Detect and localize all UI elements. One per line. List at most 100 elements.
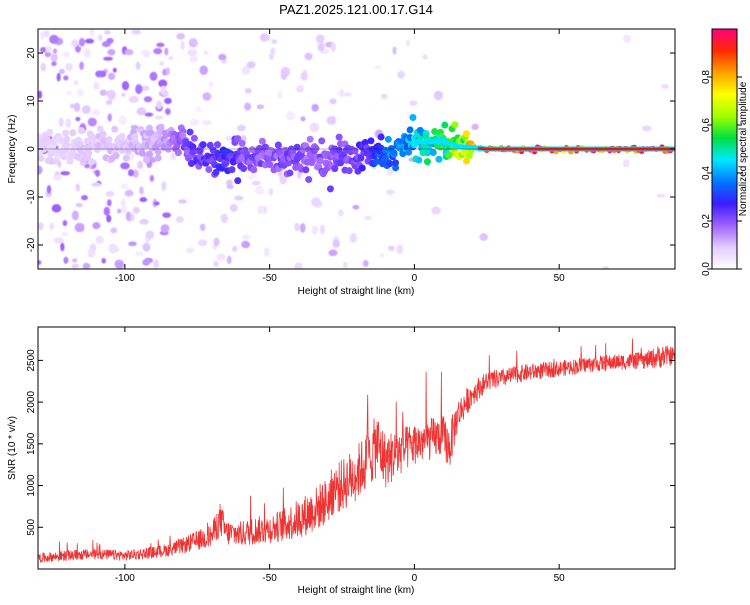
spectrogram-cell [76, 88, 85, 97]
spectrogram-cell [74, 222, 85, 233]
spectrogram-cell [132, 206, 140, 214]
spectrogram-cell [52, 48, 58, 54]
x-tick-label: -100 [115, 273, 135, 284]
spectrogram-cell [213, 237, 220, 247]
spectrogram-cell [339, 88, 345, 98]
y-tick-label: 500 [26, 518, 37, 535]
x-tick-label: -50 [262, 573, 277, 584]
spectrogram-cell [49, 34, 59, 44]
spectrogram-cell [122, 154, 130, 162]
spectrogram-cell [199, 65, 208, 76]
spectrogram-cell [121, 204, 127, 214]
spectrogram-cell [131, 29, 142, 35]
spectrogram-cell [103, 30, 111, 35]
spectrogram-cell [258, 137, 266, 145]
spectrogram-cell [195, 106, 202, 112]
spectrogram-cell [392, 164, 400, 172]
spectrogram-cell [264, 34, 271, 41]
spectrogram-cell [254, 185, 265, 195]
spectrogram-cell [103, 206, 110, 216]
spectrogram-cell [75, 183, 81, 192]
spectrogram-cell [234, 195, 244, 201]
spectrogram-cell [602, 266, 610, 269]
spectrogram-cell [386, 167, 394, 176]
spectrogram-cell [162, 212, 172, 218]
spectrogram-cell [81, 195, 88, 201]
spectrogram-cell [170, 152, 177, 161]
spectrogram-cell [144, 112, 154, 117]
spectrogram-cell [78, 37, 86, 47]
spectrogram-cell [465, 151, 473, 159]
snr-panel: -100 -50 0 50 500 1000 1500 2000 2500 Height of… [7, 326, 676, 596]
spectrogram-cell [88, 158, 96, 166]
spectrogram-cell [246, 61, 256, 69]
spectrogram-cell [62, 220, 68, 227]
x-tick-label: -50 [262, 273, 277, 284]
spectrogram-cell [112, 152, 120, 160]
spectrogram-cell [623, 34, 632, 44]
figure-title: PAZ1.2025.121.00.17.G14 [279, 2, 433, 17]
spectrogram-cell [38, 154, 45, 162]
spectrogram-cell [358, 164, 366, 172]
spectrogram-x-axis-label: Height of straight line (km) [298, 286, 415, 297]
spectrogram-cell [405, 148, 413, 156]
spectrogram-cell [120, 183, 129, 190]
spectrogram-cell [190, 134, 198, 142]
spectrogram-cell [312, 144, 320, 152]
spectrogram-cell [256, 104, 265, 110]
spectrogram-cell [105, 190, 115, 198]
spectrogram-cell [222, 159, 230, 167]
spectrogram-cell [316, 156, 324, 164]
spectrogram-cell [125, 211, 131, 222]
spectrogram-cell [306, 135, 314, 143]
spectrogram-cell [302, 166, 310, 174]
spectrogram-cell [149, 174, 155, 182]
spectrogram-cell [311, 103, 319, 112]
spectrogram-cell [145, 150, 153, 158]
spectrogram-cell [203, 50, 209, 55]
spectrogram-cell [189, 118, 200, 127]
spectrogram-cell [62, 51, 71, 58]
spectrogram-cell [87, 117, 97, 127]
spectrogram-cell [87, 247, 96, 258]
spectrogram-cell [188, 38, 198, 48]
spectrogram-cell [431, 206, 441, 215]
spectrogram-cell [91, 109, 101, 116]
y-tick-label: -10 [26, 189, 37, 204]
spectrogram-cell [175, 216, 184, 223]
spectrogram-cell [110, 227, 118, 234]
spectrogram-cell [433, 90, 444, 101]
spectrogram-cell [138, 149, 146, 157]
spectrogram-cell [91, 182, 102, 187]
spectrogram-x-ticks: -100 -50 0 50 [115, 29, 565, 284]
spectrogram-cell [44, 157, 52, 165]
spectrogram-cell [277, 90, 283, 100]
spectrogram-cell [162, 90, 169, 96]
spectrogram-cell [214, 141, 222, 149]
spectrogram-cell [330, 42, 336, 53]
spectrogram-cell [89, 29, 95, 37]
spectrogram-cell [73, 80, 79, 86]
spectrogram-cell [294, 222, 300, 232]
spectrogram-cell [96, 125, 104, 133]
spectrogram-cell [70, 103, 75, 109]
spectrogram-cell [139, 197, 148, 203]
spectrogram-cell [155, 100, 163, 110]
snr-series-layer [38, 338, 675, 563]
spectrogram-cell [205, 165, 213, 173]
spectrogram-cell [60, 242, 65, 252]
spectrogram-cell [39, 47, 47, 53]
spectrogram-cell [52, 174, 63, 181]
spectrogram-cell [187, 48, 198, 57]
spectrogram-cell [357, 154, 365, 162]
spectrogram-cell [137, 160, 144, 170]
spectrogram-cell [77, 127, 85, 135]
spectrogram-cell [286, 169, 294, 177]
spectrogram-cell [99, 89, 107, 96]
spectrogram-cell [229, 203, 238, 213]
x-tick-label: -100 [115, 573, 135, 584]
spectrogram-cell [63, 256, 69, 264]
spectrogram-cell [213, 260, 219, 268]
spectrogram-cell [220, 213, 229, 224]
spectrogram-cell [106, 37, 114, 44]
